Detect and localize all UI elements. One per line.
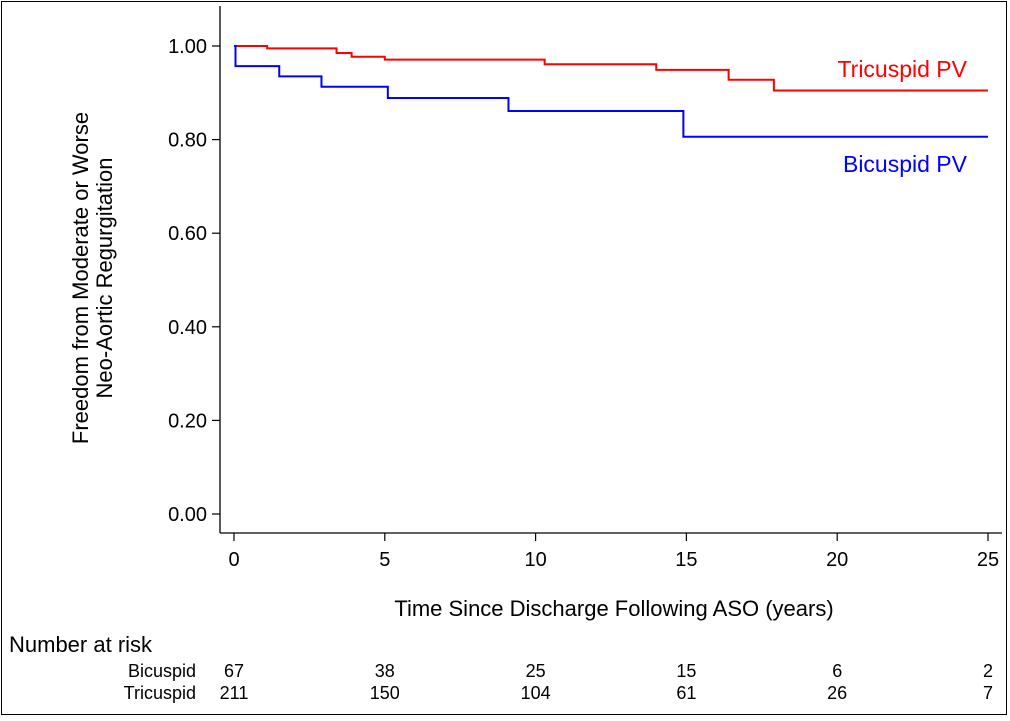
series-line-bicuspid: [234, 45, 988, 138]
x-tick-label: 5: [379, 549, 390, 571]
risk-count-tricuspid: 7: [983, 683, 993, 703]
series-line-tricuspid: [234, 45, 988, 92]
x-tick-label: 25: [977, 549, 999, 571]
risk-counts: 67 38 25 15 6 2 211 150 104 61 26 7: [220, 661, 993, 703]
y-tick-label: 0.00: [168, 504, 207, 526]
x-axis-title: Time Since Discharge Following ASO (year…: [394, 596, 833, 621]
x-tick-label: 20: [826, 549, 848, 571]
risk-count-bicuspid: 2: [983, 661, 993, 681]
y-tick-label: 0.80: [168, 130, 207, 152]
risk-row-label-bicuspid: Bicuspid: [128, 661, 196, 681]
series-label-tricuspid: Tricuspid PV: [837, 56, 967, 82]
risk-count-tricuspid: 61: [676, 683, 696, 703]
x-ticks: 0 5 10 15 20 25: [228, 533, 999, 571]
risk-count-bicuspid: 67: [224, 661, 244, 681]
y-tick-label: 1.00: [168, 36, 207, 58]
series-label-bicuspid: Bicuspid PV: [843, 151, 968, 177]
risk-count-bicuspid: 38: [375, 661, 395, 681]
risk-count-tricuspid: 104: [521, 683, 551, 703]
y-ticks: 0.00 0.20 0.40 0.60 0.80 1.00: [168, 36, 220, 526]
y-tick-label: 0.20: [168, 410, 207, 432]
risk-count-tricuspid: 211: [220, 683, 249, 703]
risk-count-bicuspid: 25: [526, 661, 546, 681]
x-tick-label: 15: [675, 549, 697, 571]
risk-count-tricuspid: 26: [827, 683, 847, 703]
risk-table-heading: Number at risk: [9, 632, 153, 657]
risk-row-label-tricuspid: Tricuspid: [124, 683, 196, 703]
y-axis-title-line-1: Freedom from Moderate or Worse: [68, 112, 93, 444]
y-axis-title-line-2: Neo-Aortic Regurgitation: [92, 158, 117, 399]
series-layer: [234, 45, 988, 138]
y-tick-label: 0.40: [168, 317, 207, 339]
x-tick-label: 10: [524, 549, 546, 571]
risk-count-bicuspid: 15: [676, 661, 696, 681]
y-tick-label: 0.60: [168, 223, 207, 245]
x-tick-label: 0: [228, 549, 239, 571]
risk-count-bicuspid: 6: [832, 661, 842, 681]
risk-count-tricuspid: 150: [370, 683, 400, 703]
